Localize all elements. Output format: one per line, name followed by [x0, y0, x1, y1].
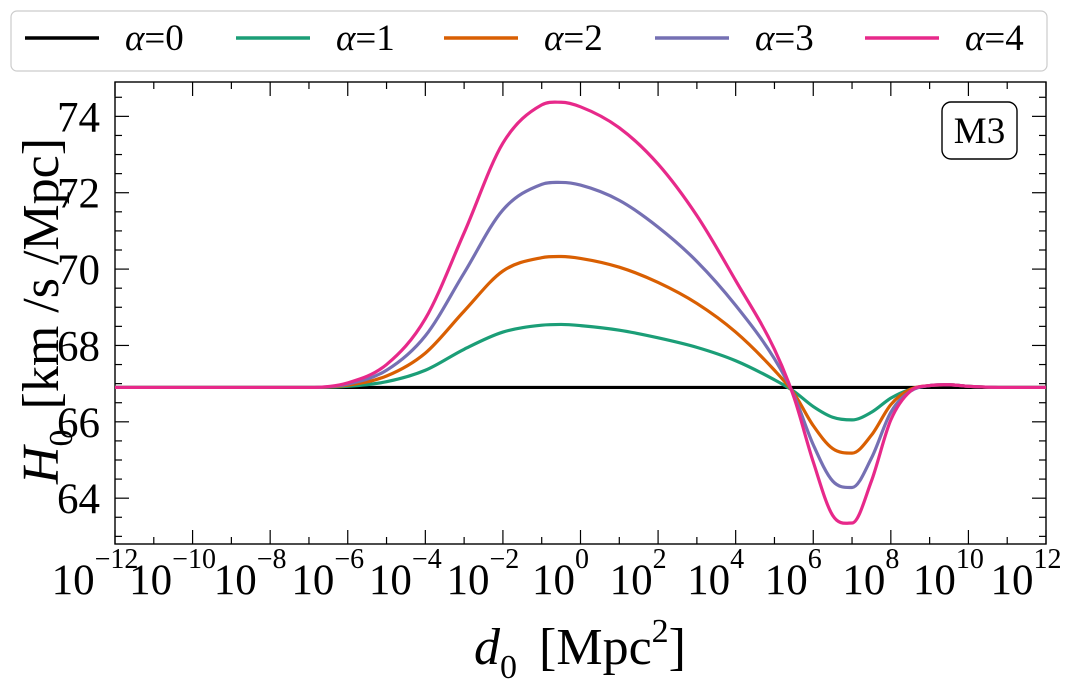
legend-item: α=3 [655, 18, 814, 59]
y-tick-label: 74 [57, 94, 100, 141]
y-tick-label: 68 [57, 323, 100, 370]
x-tick-label: 106 [765, 544, 822, 604]
x-axis-label-symbol: d [474, 619, 501, 676]
legend-label-value: =4 [984, 18, 1023, 59]
legend-label-symbol: α [965, 18, 986, 59]
panel-label-box [941, 101, 1018, 160]
x-tick-label: 10−4 [369, 544, 442, 604]
panel-label-text: M3 [954, 111, 1005, 152]
x-tick-label-base: 10 [214, 557, 257, 604]
legend-label: α=3 [755, 18, 814, 59]
legend-item: α=4 [865, 18, 1024, 59]
legend-item: α=1 [236, 18, 395, 59]
legend-label-value: =3 [774, 18, 813, 59]
x-tick-label: 100 [532, 544, 589, 604]
legend-item: α=0 [25, 18, 184, 59]
x-tick-label-exponent: −4 [412, 544, 442, 575]
plot-area [114, 81, 1047, 545]
legend-label-symbol: α [125, 18, 146, 59]
x-axis-label-subscript: 0 [500, 649, 517, 683]
x-tick-label: 1010 [913, 544, 984, 604]
legend-label-symbol: α [755, 18, 776, 59]
x-tick-label-exponent: −8 [257, 544, 287, 575]
series-line-alpha-4 [114, 100, 1046, 525]
x-tick-label: 10−10 [129, 544, 216, 604]
legend-label: α=1 [336, 18, 395, 59]
legend-label-value: =0 [144, 18, 183, 59]
y-axis-label-unit: [km /s /Mpc] [13, 138, 70, 410]
panel-label: M3 [941, 101, 1018, 160]
x-tick-label-exponent: 4 [730, 544, 744, 575]
series-layer [114, 100, 1046, 525]
x-tick-label-exponent: 10 [956, 544, 984, 575]
x-tick-label: 104 [687, 544, 744, 604]
x-tick-label-base: 10 [291, 557, 334, 604]
x-tick-label-exponent: −12 [95, 544, 139, 575]
x-tick-label: 108 [842, 544, 899, 604]
x-tick-label-base: 10 [369, 557, 412, 604]
x-tick-label-base: 10 [913, 557, 956, 604]
x-tick-label-base: 10 [765, 557, 808, 604]
legend-label: α=2 [544, 18, 603, 59]
x-axis-label: d0 [Mpc2] [474, 613, 686, 683]
x-tick-label-base: 10 [842, 557, 885, 604]
x-tick-label-exponent: 2 [653, 544, 667, 575]
y-tick-label: 66 [57, 400, 100, 447]
legend-frame [10, 10, 1048, 72]
x-axis-label-unit-exponent: 2 [652, 613, 669, 650]
x-tick-label-base: 10 [610, 557, 653, 604]
x-tick-label-exponent: −2 [490, 544, 520, 575]
x-tick-label-base: 10 [687, 557, 730, 604]
x-tick-label: 1012 [991, 544, 1062, 604]
legend-label-symbol: α [336, 18, 357, 59]
x-tick-label-base: 10 [532, 557, 575, 604]
x-tick-label: 102 [610, 544, 667, 604]
x-tick-label-base: 10 [52, 557, 95, 604]
legend: α=0 α=1 α=2 α=3 α=4 [10, 10, 1048, 72]
legend-label: α=4 [965, 18, 1024, 59]
y-axis-label-subscript: 0 [43, 429, 80, 446]
legend-label-value: =2 [563, 18, 602, 59]
x-axis-label-unit-close: ] [669, 619, 686, 676]
x-tick-label: 10−2 [447, 544, 520, 604]
x-tick-label: 10−12 [52, 544, 139, 604]
x-axis-label-unit: [Mpc [539, 619, 652, 676]
x-tick-label-base: 10 [991, 557, 1034, 604]
y-tick-label: 64 [57, 476, 100, 523]
y-tick-label: 72 [57, 171, 100, 218]
x-tick-label-exponent: −6 [334, 544, 364, 575]
legend-label: α=0 [125, 18, 184, 59]
legend-label-symbol: α [544, 18, 565, 59]
y-axis-label: H0 [km /s /Mpc] [13, 138, 80, 485]
x-tick-label-exponent: −10 [172, 544, 216, 575]
y-tick-label: 70 [57, 247, 100, 294]
x-tick-label: 10−6 [291, 544, 364, 604]
x-tick-label-exponent: 8 [885, 544, 899, 575]
x-tick-label-exponent: 6 [808, 544, 822, 575]
legend-item: α=2 [444, 18, 603, 59]
y-axis-label-symbol: H [13, 444, 70, 485]
x-tick-label-base: 10 [129, 557, 172, 604]
x-tick-label-exponent: 0 [575, 544, 589, 575]
x-tick-label: 10−8 [214, 544, 287, 604]
legend-label-value: =1 [355, 18, 394, 59]
x-tick-label-base: 10 [447, 557, 490, 604]
x-tick-label-exponent: 12 [1034, 544, 1062, 575]
